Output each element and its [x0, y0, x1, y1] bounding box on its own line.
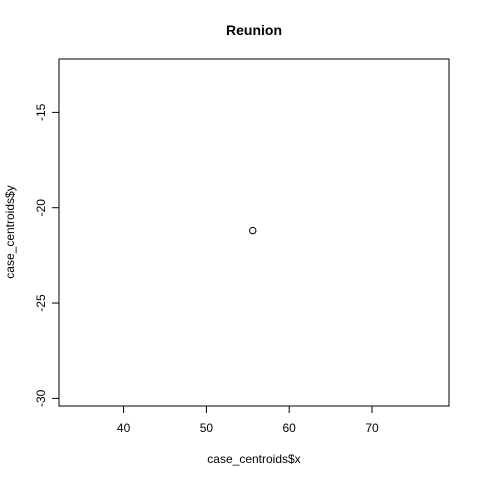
plot-box [58, 58, 450, 407]
y-axis-label: case_centroids$y [3, 185, 17, 278]
y-tick-label: -15 [34, 103, 48, 121]
chart-title: Reunion [226, 22, 282, 38]
y-tick-label: -25 [34, 294, 48, 312]
data-point [249, 226, 257, 235]
x-tick-label: 70 [365, 421, 379, 435]
x-axis-label: case_centroids$x [207, 452, 300, 466]
x-axis: 40 50 60 70 [117, 406, 379, 435]
y-tick-label: -30 [34, 389, 48, 407]
y-axis: -15 -20 -25 -30 [34, 103, 59, 407]
y-tick-label: -20 [34, 199, 48, 217]
data-points [249, 226, 257, 235]
x-tick-label: 60 [283, 421, 297, 435]
x-tick-label: 40 [117, 421, 131, 435]
x-tick-label: 50 [200, 421, 214, 435]
